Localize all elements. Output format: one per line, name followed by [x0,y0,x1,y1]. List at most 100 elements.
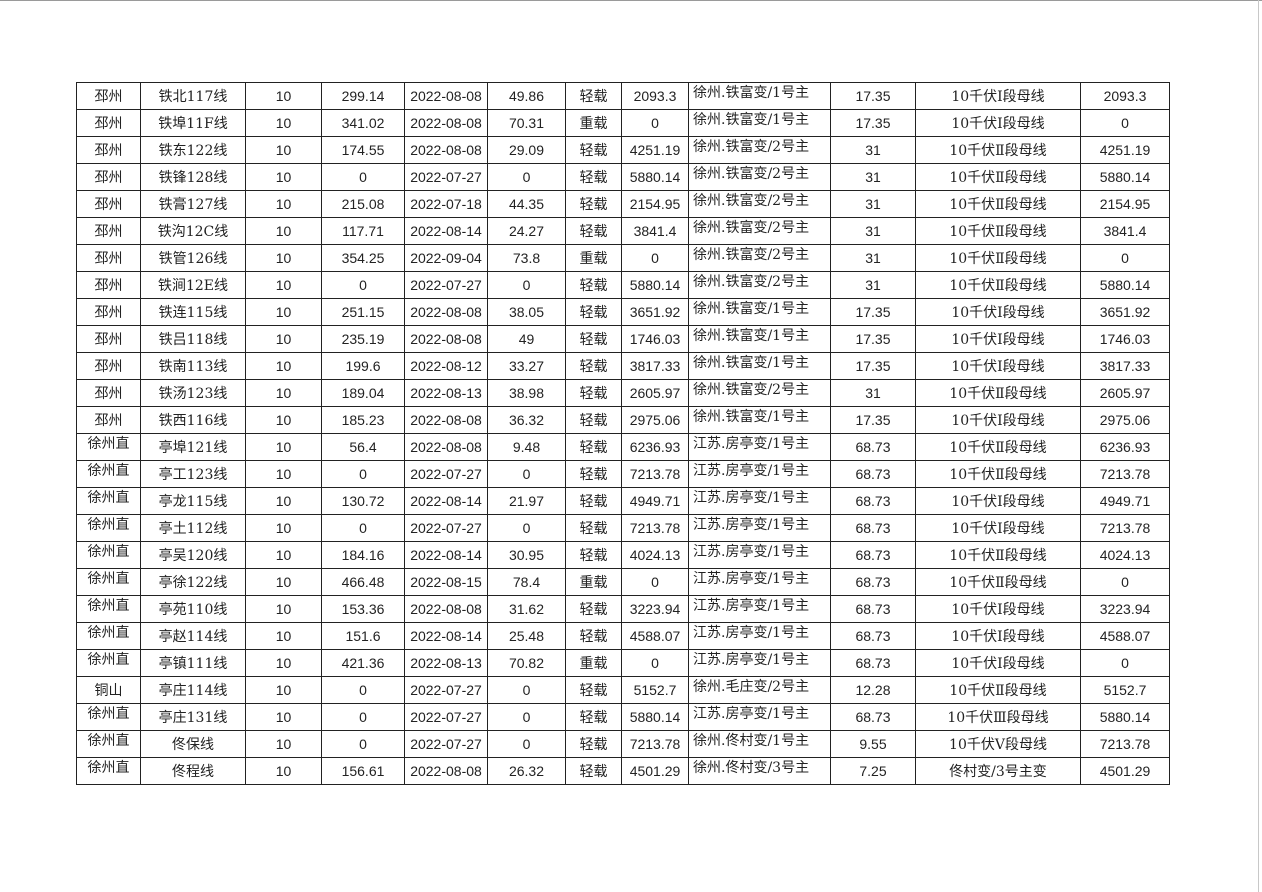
transformer-capacity-cell: 68.73 [830,568,916,596]
current-cell: 341.02 [321,109,405,137]
region-cell: 邳州 [76,109,141,137]
load-rate-cell: 0 [487,271,566,299]
transformer-cell: 徐州.铁富变/1号主 [688,325,831,353]
capacity-cell: 4588.07 [621,622,689,650]
transformer-capacity-cell: 31 [830,163,916,191]
voltage-cell: 10 [245,352,322,380]
current-cell: 466.48 [321,568,405,596]
current-cell: 0 [321,514,405,542]
transformer-cell: 江苏.房亭变/1号主 [688,460,831,488]
voltage-cell: 10 [245,676,322,704]
current-cell: 0 [321,703,405,731]
current-cell: 0 [321,163,405,191]
load-status-cell: 轻载 [565,406,622,434]
capacity-cell: 0 [621,649,689,677]
load-rate-cell: 33.27 [487,352,566,380]
load-status-cell: 重载 [565,109,622,137]
date-cell: 2022-08-08 [404,82,488,110]
load-rate-cell: 49.86 [487,82,566,110]
load-status-cell: 轻载 [565,217,622,245]
current-cell: 153.36 [321,595,405,623]
transformer-capacity-cell: 68.73 [830,541,916,569]
capacity-cell: 1746.03 [621,325,689,353]
load-status-cell: 轻载 [565,487,622,515]
table-row: 铜山 亭庄114线 10 0 2022-07-27 0 轻载 5152.7 徐州.毛庄变/2号主… [76,676,1170,704]
table-row: 邳州 铁南113线 10 199.6 2022-08-12 33.27 轻载 3817.33 徐… [76,352,1170,380]
load-status-cell: 重载 [565,649,622,677]
busbar-cell: 10千伏Ⅰ段母线 [915,82,1081,110]
current-cell: 215.08 [321,190,405,218]
current-cell: 130.72 [321,487,405,515]
busbar-cell: 10千伏Ⅴ段母线 [915,730,1081,758]
line-name-cell: 亭龙115线 [140,487,246,515]
date-cell: 2022-08-15 [404,568,488,596]
transformer-capacity-cell: 68.73 [830,649,916,677]
region-cell: 徐州直 [76,541,141,569]
voltage-cell: 10 [245,136,322,164]
busbar-cell: 10千伏Ⅱ段母线 [915,379,1081,407]
transformer-capacity-cell: 17.35 [830,406,916,434]
available-capacity-cell: 4251.19 [1080,136,1170,164]
transformer-cell: 徐州.铁富变/2号主 [688,136,831,164]
load-rate-cell: 38.05 [487,298,566,326]
line-name-cell: 铁膏127线 [140,190,246,218]
load-status-cell: 轻载 [565,190,622,218]
transformer-capacity-cell: 68.73 [830,460,916,488]
load-status-cell: 重载 [565,244,622,272]
available-capacity-cell: 6236.93 [1080,433,1170,461]
capacity-cell: 4251.19 [621,136,689,164]
date-cell: 2022-07-27 [404,676,488,704]
table-row: 邳州 铁涧12E线 10 0 2022-07-27 0 轻载 5880.14 徐州.铁富变/2号… [76,271,1170,299]
region-cell: 邳州 [76,190,141,218]
transformer-cell: 江苏.房亭变/1号主 [688,568,831,596]
voltage-cell: 10 [245,244,322,272]
busbar-cell: 10千伏Ⅰ段母线 [915,406,1081,434]
load-status-cell: 轻载 [565,325,622,353]
capacity-cell: 7213.78 [621,730,689,758]
available-capacity-cell: 7213.78 [1080,460,1170,488]
region-cell: 徐州直 [76,730,141,758]
load-rate-cell: 70.31 [487,109,566,137]
load-rate-cell: 26.32 [487,757,566,785]
available-capacity-cell: 5880.14 [1080,271,1170,299]
capacity-cell: 5880.14 [621,163,689,191]
capacity-cell: 5880.14 [621,703,689,731]
region-cell: 徐州直 [76,649,141,677]
available-capacity-cell: 2154.95 [1080,190,1170,218]
load-rate-cell: 24.27 [487,217,566,245]
voltage-cell: 10 [245,271,322,299]
region-cell: 邳州 [76,244,141,272]
transformer-cell: 徐州.毛庄变/2号主 [688,676,831,704]
transformer-capacity-cell: 68.73 [830,487,916,515]
line-name-cell: 铁埠11F线 [140,109,246,137]
table-row: 徐州直 亭赵114线 10 151.6 2022-08-14 25.48 轻载 4588.07… [76,622,1170,650]
current-cell: 156.61 [321,757,405,785]
line-name-cell: 佟程线 [140,757,246,785]
capacity-cell: 3817.33 [621,352,689,380]
transformer-cell: 江苏.房亭变/1号主 [688,487,831,515]
busbar-cell: 10千伏Ⅰ段母线 [915,622,1081,650]
load-rate-cell: 38.98 [487,379,566,407]
transformer-cell: 徐州.铁富变/1号主 [688,109,831,137]
voltage-cell: 10 [245,325,322,353]
voltage-cell: 10 [245,298,322,326]
available-capacity-cell: 3223.94 [1080,595,1170,623]
current-cell: 185.23 [321,406,405,434]
load-status-cell: 轻载 [565,595,622,623]
load-data-table: 邳州 铁北117线 10 299.14 2022-08-08 49.86 轻载 2093.3 徐… [76,82,1170,785]
load-status-cell: 轻载 [565,676,622,704]
capacity-cell: 0 [621,568,689,596]
load-status-cell: 轻载 [565,271,622,299]
table-row: 邳州 铁西116线 10 185.23 2022-08-08 36.32 轻载 2975.06… [76,406,1170,434]
busbar-cell: 佟村变/3号主变 [915,757,1081,785]
current-cell: 117.71 [321,217,405,245]
voltage-cell: 10 [245,487,322,515]
transformer-cell: 徐州.铁富变/1号主 [688,406,831,434]
table-row: 邳州 铁埠11F线 10 341.02 2022-08-08 70.31 重载 0 徐州.铁富变… [76,109,1170,137]
capacity-cell: 5880.14 [621,271,689,299]
capacity-cell: 2154.95 [621,190,689,218]
available-capacity-cell: 3841.4 [1080,217,1170,245]
region-cell: 邳州 [76,352,141,380]
busbar-cell: 10千伏Ⅰ段母线 [915,649,1081,677]
table-row: 邳州 铁锋128线 10 0 2022-07-27 0 轻载 5880.14 徐州.铁富变/2号… [76,163,1170,191]
